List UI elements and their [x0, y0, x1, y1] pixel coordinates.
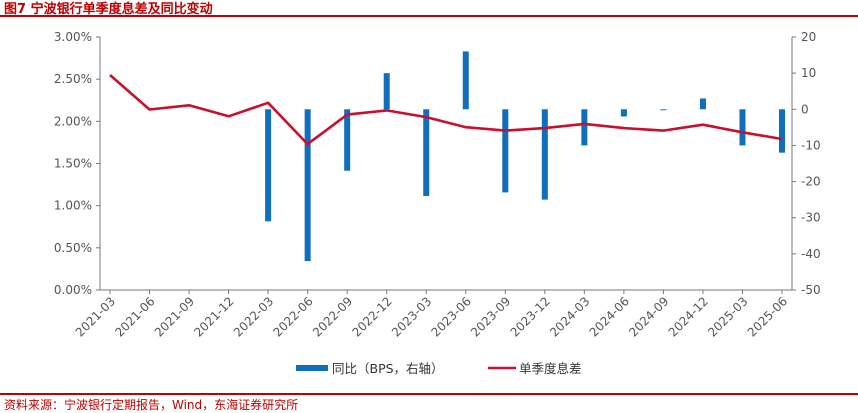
x-tick-label: 2021-03 [73, 294, 118, 339]
bar [779, 109, 785, 153]
bar [423, 109, 430, 197]
left-tick-label: 1.50% [54, 157, 92, 171]
x-tick-label: 2021-12 [191, 294, 236, 339]
x-tick-label: 2024-12 [666, 294, 711, 339]
left-tick-label: 1.00% [54, 199, 92, 213]
right-tick-label: 20 [801, 30, 816, 44]
right-tick-label: 0 [801, 102, 809, 116]
bar [739, 109, 746, 146]
right-tick-label: -50 [801, 283, 821, 297]
source-note: 资料来源：宁波银行定期报告，Wind，东海证券研究所 [4, 398, 299, 412]
right-tick-label: -10 [801, 138, 821, 152]
line-series [109, 74, 783, 146]
x-tick-label: 2024-09 [626, 294, 671, 339]
x-axis-ticks: 2021-032021-062021-092021-122022-032022-… [73, 290, 790, 340]
right-axis-ticks: -50 -40 -30 -20 -10 0 10 20 [792, 30, 821, 297]
bar [620, 109, 627, 117]
x-tick-label: 2022-06 [270, 294, 315, 339]
title-divider [0, 15, 858, 17]
left-tick-label: 0.50% [54, 241, 92, 255]
left-tick-label: 2.00% [54, 114, 92, 128]
left-tick-label: 2.50% [54, 72, 92, 86]
legend: 同比（BPS，右轴） 单季度息差 [296, 361, 582, 376]
x-tick-label: 2023-12 [508, 294, 553, 339]
x-tick-label: 2023-09 [468, 294, 513, 339]
x-tick-label: 2025-06 [745, 294, 790, 339]
x-tick-label: 2021-06 [112, 294, 157, 339]
bar [265, 109, 272, 222]
right-tick-label: -30 [801, 211, 821, 225]
bar [304, 109, 311, 262]
bar [502, 109, 509, 193]
right-tick-label: 10 [801, 66, 816, 80]
legend-bar-label: 同比（BPS，右轴） [332, 361, 444, 376]
left-tick-label: 3.00% [54, 30, 92, 44]
x-tick-label: 2023-03 [389, 294, 434, 339]
bar [462, 51, 469, 110]
bar [660, 109, 667, 111]
x-tick-label: 2024-06 [587, 294, 632, 339]
bar-series [265, 51, 785, 262]
right-tick-label: -20 [801, 175, 821, 189]
right-tick-label: -40 [801, 247, 821, 261]
legend-line-label: 单季度息差 [519, 361, 582, 376]
x-tick-label: 2022-12 [349, 294, 394, 339]
x-tick-label: 2022-03 [231, 294, 276, 339]
left-axis-ticks: 0.00% 0.50% 1.00% 1.50% 2.00% 2.50% 3.00% [54, 30, 100, 297]
bar [581, 109, 588, 146]
chart-title: 图7 宁波银行单季度息差及同比变动 [4, 2, 213, 17]
x-tick-label: 2021-09 [152, 294, 197, 339]
x-tick-label: 2023-06 [429, 294, 474, 339]
bar [383, 73, 390, 110]
left-tick-label: 0.00% [54, 283, 92, 297]
bar [344, 109, 351, 171]
x-tick-label: 2022-09 [310, 294, 355, 339]
footer-divider [0, 393, 858, 395]
x-tick-label: 2025-03 [705, 294, 750, 339]
bar [699, 98, 706, 110]
bar [541, 109, 548, 200]
legend-bar-swatch [296, 365, 328, 371]
x-tick-label: 2024-03 [547, 294, 592, 339]
